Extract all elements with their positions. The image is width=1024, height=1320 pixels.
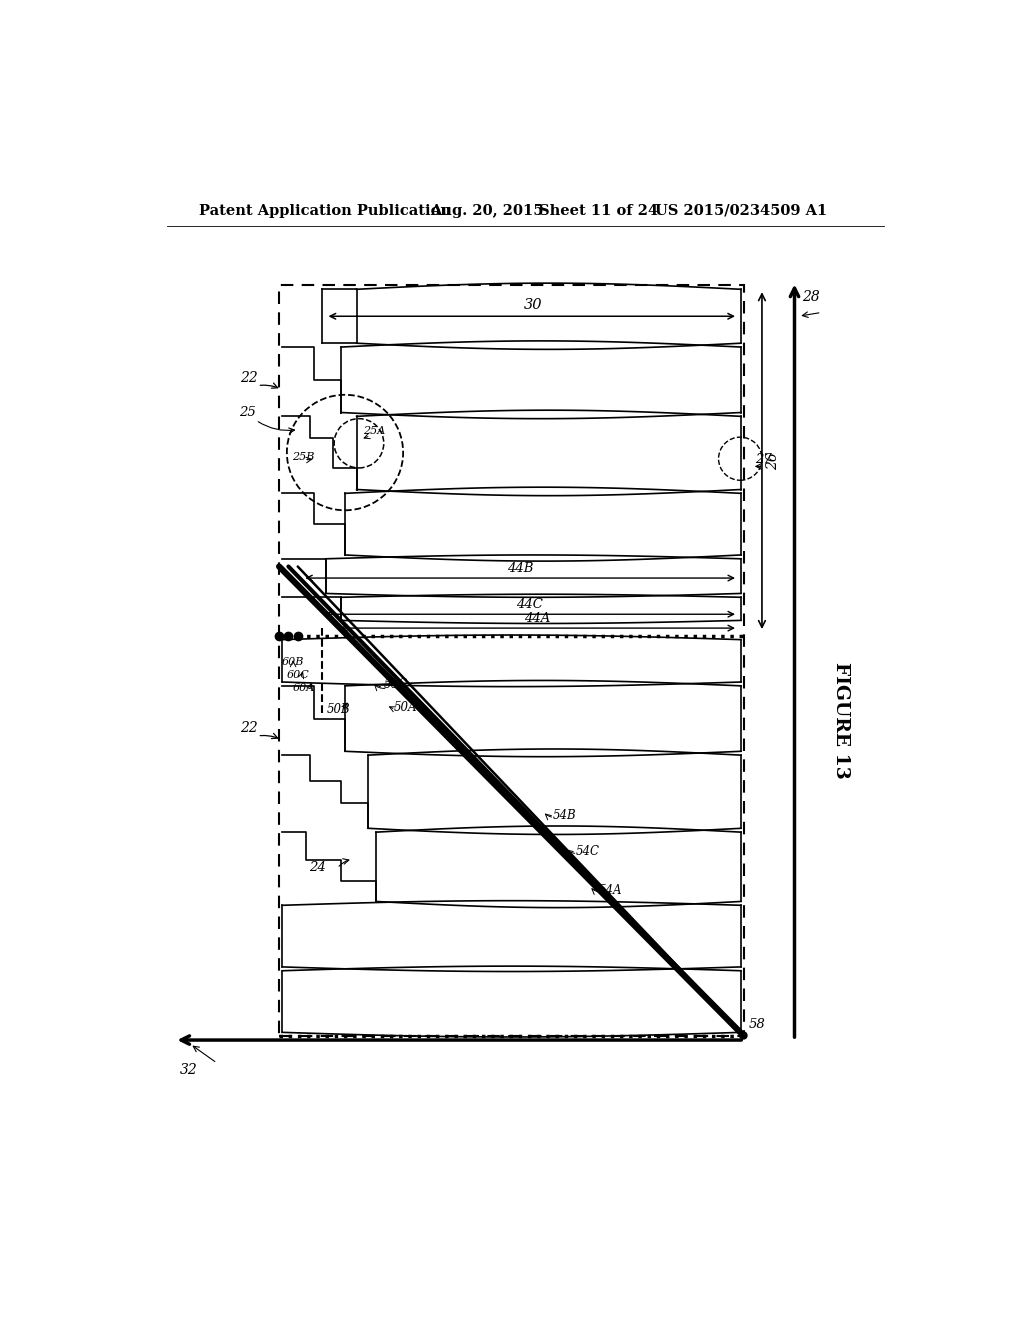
Text: 27: 27 — [755, 453, 772, 466]
Bar — [280, 285, 744, 1036]
Text: Aug. 20, 2015: Aug. 20, 2015 — [430, 203, 544, 218]
Text: 54A: 54A — [599, 884, 623, 896]
Text: 26: 26 — [766, 451, 780, 470]
Text: US 2015/0234509 A1: US 2015/0234509 A1 — [655, 203, 827, 218]
Text: 50A: 50A — [394, 701, 418, 714]
Text: Sheet 11 of 24: Sheet 11 of 24 — [539, 203, 657, 218]
Text: 60A: 60A — [293, 684, 315, 693]
Text: 25: 25 — [239, 407, 256, 420]
Text: 44A: 44A — [524, 612, 551, 624]
Text: 25A: 25A — [362, 426, 385, 436]
Text: 22: 22 — [241, 371, 258, 384]
Text: 22: 22 — [241, 721, 258, 735]
Text: 50C: 50C — [384, 678, 408, 692]
Text: 58: 58 — [749, 1019, 766, 1031]
Text: FIGURE 13: FIGURE 13 — [831, 663, 850, 779]
Text: 32: 32 — [180, 1063, 198, 1077]
Text: 28: 28 — [802, 290, 820, 304]
Text: 60B: 60B — [282, 657, 304, 667]
Text: 30: 30 — [523, 297, 542, 312]
Text: 50B: 50B — [328, 702, 351, 715]
Text: 25B: 25B — [292, 453, 314, 462]
Text: 24: 24 — [308, 861, 326, 874]
Text: 60C: 60C — [287, 671, 309, 680]
Text: 44C: 44C — [516, 598, 544, 611]
Text: 54B: 54B — [553, 809, 577, 822]
Text: 54C: 54C — [575, 845, 600, 858]
Text: 44B: 44B — [507, 562, 534, 576]
Text: Patent Application Publication: Patent Application Publication — [200, 203, 452, 218]
